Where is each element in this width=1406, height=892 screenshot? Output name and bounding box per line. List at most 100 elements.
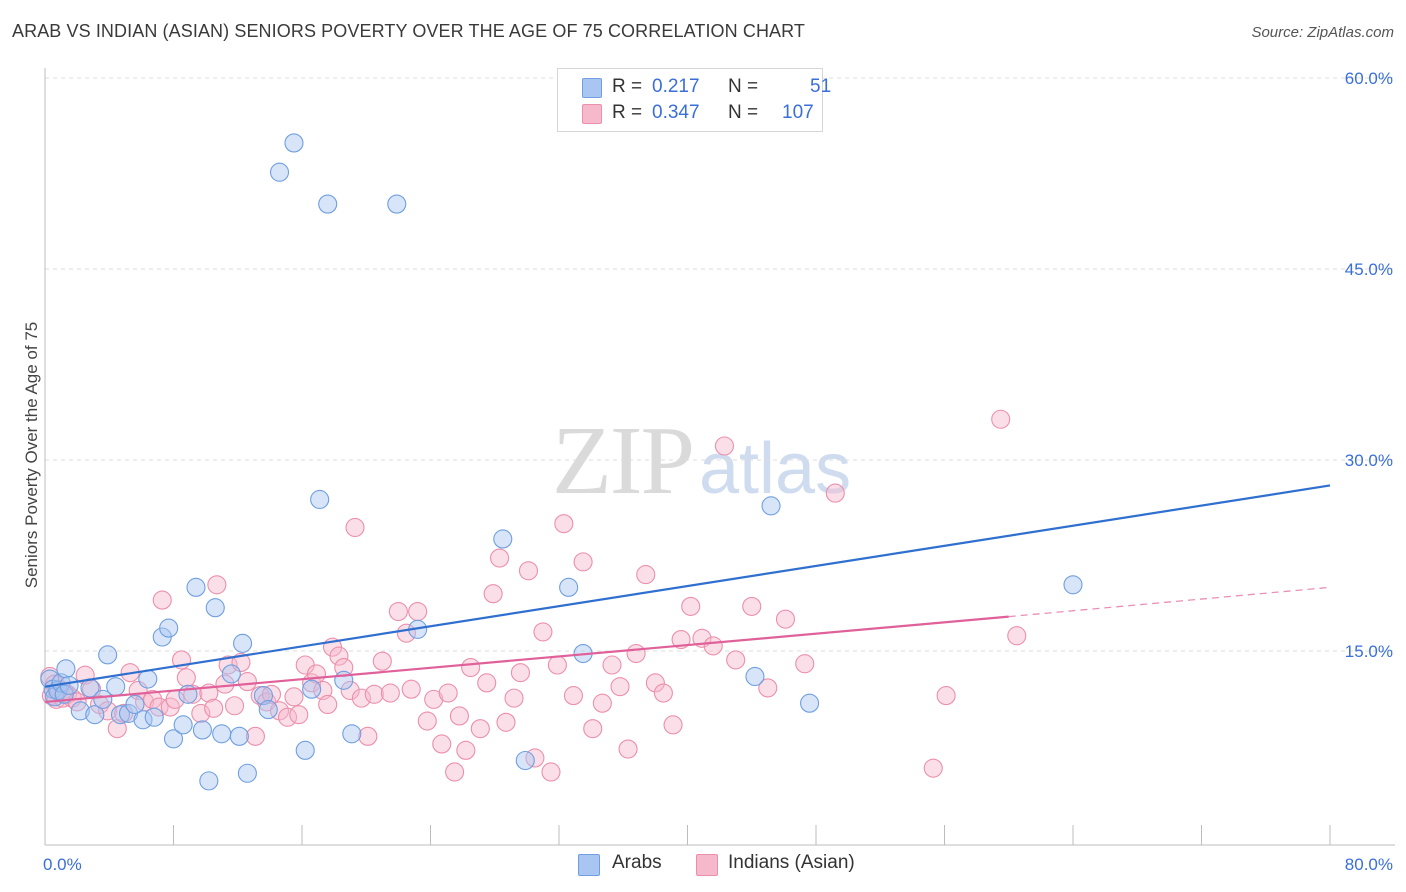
- data-point: [318, 694, 338, 715]
- data-point: [515, 750, 535, 771]
- data-point: [775, 609, 796, 629]
- data-point: [573, 552, 593, 572]
- legend-n-label: N =: [728, 76, 759, 97]
- tick-labels: 15.0% 30.0% 45.0% 60.0% 0.0% 80.0%: [43, 69, 1393, 874]
- legend-r-label: R =: [612, 102, 643, 123]
- data-point: [191, 703, 211, 723]
- legend-r-value: 0.347: [652, 102, 700, 123]
- trend-line: [44, 484, 1331, 688]
- data-point: [438, 683, 458, 703]
- legend-swatch-indians: [582, 104, 602, 124]
- data-point: [618, 739, 638, 759]
- data-point: [991, 409, 1011, 429]
- data-point: [554, 514, 574, 534]
- data-point: [626, 643, 646, 664]
- data-point: [490, 548, 510, 568]
- data-point: [224, 696, 245, 716]
- data-point: [70, 701, 90, 721]
- legend-swatch-arabs: [582, 78, 602, 98]
- data-point: [563, 686, 584, 706]
- data-point: [424, 689, 444, 709]
- data-point: [138, 669, 158, 689]
- grid-lines: [45, 77, 1395, 652]
- data-point: [98, 701, 118, 721]
- data-point: [663, 715, 683, 735]
- data-point: [125, 694, 145, 715]
- data-point: [173, 715, 193, 735]
- data-point: [456, 740, 476, 760]
- legend-r-value: 0.217: [652, 76, 700, 97]
- data-point: [547, 655, 567, 675]
- data-point: [351, 688, 371, 708]
- data-point: [133, 710, 153, 730]
- data-point: [358, 726, 378, 746]
- data-point: [90, 694, 110, 715]
- data-point: [277, 707, 298, 727]
- y-tick-label: 15.0%: [1345, 642, 1393, 661]
- data-point: [923, 758, 943, 778]
- x-tick-label: 80.0%: [1345, 855, 1393, 874]
- data-point: [504, 688, 524, 708]
- y-tick-label: 60.0%: [1345, 69, 1393, 88]
- data-point: [176, 668, 196, 688]
- data-point: [671, 629, 691, 650]
- correlation-legend: R = 0.217 N = 51 R = 0.347 N = 107: [557, 68, 831, 132]
- data-point: [186, 577, 206, 597]
- data-point: [199, 771, 219, 791]
- data-point: [221, 664, 241, 684]
- data-point: [745, 666, 765, 687]
- data-point: [345, 517, 365, 538]
- data-point: [144, 707, 164, 727]
- data-point: [159, 618, 179, 638]
- data-point: [212, 724, 232, 744]
- data-point: [493, 529, 513, 549]
- data-point: [800, 693, 820, 713]
- legend-n-label: N =: [728, 102, 759, 123]
- y-axis-label: Seniors Poverty Over the Age of 75: [22, 321, 41, 589]
- data-point: [602, 655, 622, 675]
- data-point: [163, 729, 184, 749]
- data-point: [56, 659, 76, 679]
- data-point: [388, 601, 408, 622]
- data-point: [310, 489, 330, 510]
- data-point: [205, 598, 225, 618]
- data-point: [533, 622, 553, 642]
- data-point: [329, 646, 349, 666]
- data-point: [445, 762, 465, 782]
- data-point: [758, 678, 778, 698]
- data-point: [795, 654, 815, 674]
- data-point: [295, 740, 315, 760]
- data-point: [85, 705, 105, 725]
- data-point: [245, 726, 265, 746]
- data-point: [233, 633, 253, 653]
- data-point: [610, 677, 630, 697]
- legend-r-label: R =: [612, 76, 643, 97]
- data-point: [340, 680, 360, 701]
- data-point: [1007, 626, 1027, 646]
- data-point: [714, 436, 734, 456]
- data-point: [149, 697, 169, 717]
- watermark: ZIPatlas: [552, 405, 851, 517]
- data-point: [192, 720, 212, 740]
- axes: [44, 68, 1395, 846]
- data-point: [98, 645, 118, 665]
- data-point: [461, 658, 481, 678]
- data-point: [207, 575, 227, 595]
- data-point: [477, 673, 497, 693]
- data-point: [261, 684, 282, 704]
- data-point: [93, 689, 113, 709]
- data-point: [152, 590, 172, 610]
- legend-label-indians: Indians (Asian): [728, 852, 855, 873]
- data-point: [40, 669, 60, 689]
- data-point: [761, 496, 781, 516]
- data-point: [742, 596, 762, 616]
- data-point: [284, 687, 304, 707]
- data-point: [936, 686, 956, 706]
- data-points: [40, 133, 1083, 791]
- data-point: [681, 596, 701, 616]
- data-point: [592, 693, 612, 713]
- data-point: [229, 726, 249, 746]
- y-tick-label: 45.0%: [1345, 260, 1393, 279]
- data-point: [541, 762, 561, 782]
